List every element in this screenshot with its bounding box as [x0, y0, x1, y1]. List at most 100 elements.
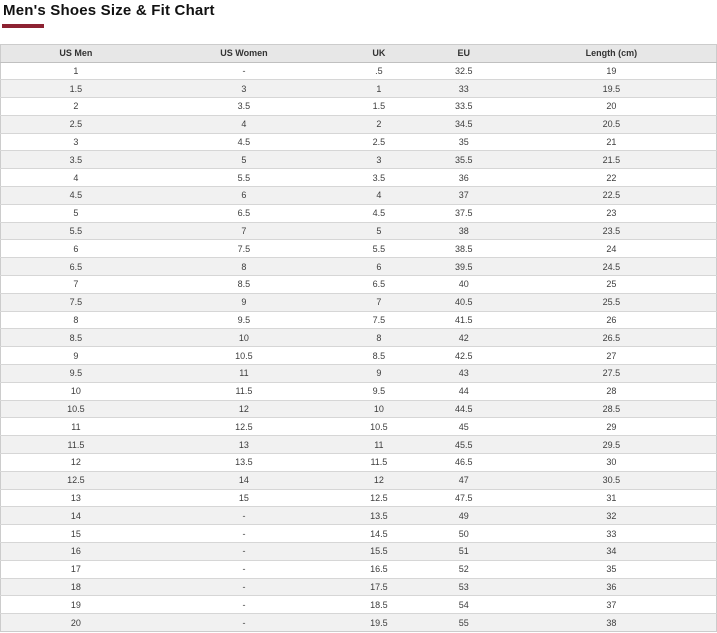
- table-cell: 21.5: [506, 150, 717, 169]
- table-cell: 8.5: [337, 346, 421, 365]
- table-cell: -: [150, 542, 338, 561]
- table-row: 13 15 12.5 47.5 31: [0, 488, 717, 507]
- table-cell: -: [150, 559, 338, 579]
- table-cell: 37.5: [420, 203, 507, 223]
- table-cell: 38.5: [420, 239, 507, 258]
- table-cell: 15.5: [337, 542, 421, 561]
- table-cell: 10.5: [150, 346, 338, 365]
- table-cell: 25: [506, 275, 717, 294]
- table-cell: 12: [337, 470, 421, 490]
- table-row: 14-13.5 49 32: [0, 506, 717, 525]
- table-cell: 35.5: [420, 150, 507, 169]
- table-cell: 4.5: [0, 186, 151, 205]
- table-cell: 44: [420, 381, 507, 401]
- table-cell: 1: [337, 79, 421, 98]
- table-row: 15-14.5 50 33: [0, 524, 717, 543]
- table-cell: 33: [506, 524, 717, 543]
- table-row: 2 3.5 1.5 33.5 20: [0, 97, 717, 116]
- table-cell: 9.5: [0, 364, 151, 383]
- table-row: 4 5.5 3.5 36 22: [0, 168, 717, 187]
- table-cell: 8.5: [0, 328, 151, 347]
- table-cell: 13.5: [337, 506, 421, 525]
- table-row: 5.5 7 5 38 23.5: [0, 221, 717, 240]
- table-cell: 6: [337, 257, 421, 276]
- table-cell: 37: [420, 186, 507, 205]
- table-row: 1.5 3 1 33 19.5: [0, 79, 717, 98]
- table-row: 6.5 8 6 39.5 24.5: [0, 257, 717, 276]
- table-cell: 27: [506, 346, 717, 365]
- table-cell: 51: [420, 542, 507, 561]
- table-cell: 2.5: [337, 132, 421, 151]
- table-cell: 23.5: [506, 221, 717, 240]
- table-cell: 23: [506, 203, 717, 223]
- table-cell: 3.5: [150, 97, 338, 116]
- table-cell: 5.5: [337, 239, 421, 258]
- table-cell: 17: [0, 559, 151, 579]
- table-cell: 1: [0, 61, 151, 80]
- table-cell: 5: [0, 203, 151, 223]
- table-cell: 26.5: [506, 328, 717, 347]
- page-title: Men's Shoes Size & Fit Chart: [3, 2, 215, 19]
- table-cell: 12.5: [337, 488, 421, 507]
- table-cell: 5: [150, 150, 338, 169]
- table-cell: 42.5: [420, 346, 507, 365]
- table-cell: 14: [0, 506, 151, 525]
- table-cell: 1.5: [337, 97, 421, 116]
- table-row: 17-16.5 52 35: [0, 559, 717, 579]
- table-cell: 6: [0, 239, 151, 258]
- table-cell: 2: [0, 97, 151, 116]
- table-row: 7 8.5 6.5 40 25: [0, 275, 717, 294]
- column-header: Length (cm): [506, 44, 717, 63]
- table-cell: 10: [337, 399, 421, 418]
- table-row: 1- .5 32.5 19: [0, 61, 717, 80]
- table-cell: 40.5: [420, 292, 507, 312]
- table-cell: -: [150, 61, 338, 80]
- table-row: 8 9.5 7.5 41.5 26: [0, 310, 717, 329]
- table-cell: 49: [420, 506, 507, 525]
- table-cell: 12.5: [0, 470, 151, 490]
- table-cell: 29.5: [506, 435, 717, 454]
- table-cell: 44.5: [420, 399, 507, 418]
- table-cell: 1.5: [0, 79, 151, 98]
- table-row: 2.5 4 2 34.5 20.5: [0, 114, 717, 134]
- table-cell: 32: [506, 506, 717, 525]
- table-cell: 4: [0, 168, 151, 187]
- table-cell: 9: [150, 292, 338, 312]
- table-cell: 13: [150, 435, 338, 454]
- column-header: UK: [337, 44, 421, 63]
- table-cell: 8.5: [150, 275, 338, 294]
- table-cell: 5.5: [150, 168, 338, 187]
- table-cell: 10: [150, 328, 338, 347]
- table-row: 18-17.5 53 36: [0, 577, 717, 596]
- table-cell: -: [150, 524, 338, 543]
- table-cell: -: [150, 506, 338, 525]
- table-cell: 8: [150, 257, 338, 276]
- table-cell: 28: [506, 381, 717, 401]
- table-cell: 47: [420, 470, 507, 490]
- table-cell: 10.5: [337, 417, 421, 436]
- table-row: 10.5 12 10 44.5 28.5: [0, 399, 717, 418]
- table-cell: 19: [0, 595, 151, 614]
- table-cell: 34: [506, 542, 717, 561]
- table-row: 4.5 6 4 37 22.5: [0, 186, 717, 205]
- table-cell: 28.5: [506, 399, 717, 418]
- table-cell: 55: [420, 613, 507, 632]
- table-cell: 14: [150, 470, 338, 490]
- table-cell: 6.5: [150, 203, 338, 223]
- size-chart-table: US Men US Women UK EU Length (cm) 1- .5 32.5 19…: [0, 44, 717, 632]
- table-cell: 12: [0, 453, 151, 472]
- table-cell: 31: [506, 488, 717, 507]
- table-cell: 54: [420, 595, 507, 614]
- table-row: 7.5 9 7 40.5 25.5: [0, 292, 717, 312]
- table-cell: 10: [0, 381, 151, 401]
- table-row: 3.5 5 3 35.5 21.5: [0, 150, 717, 169]
- table-cell: 11: [0, 417, 151, 436]
- table-cell: 42: [420, 328, 507, 347]
- table-cell: 4.5: [150, 132, 338, 151]
- table-cell: 12.5: [150, 417, 338, 436]
- table-cell: 33: [420, 79, 507, 98]
- table-cell: 7.5: [150, 239, 338, 258]
- table-cell: 11: [337, 435, 421, 454]
- table-cell: 40: [420, 275, 507, 294]
